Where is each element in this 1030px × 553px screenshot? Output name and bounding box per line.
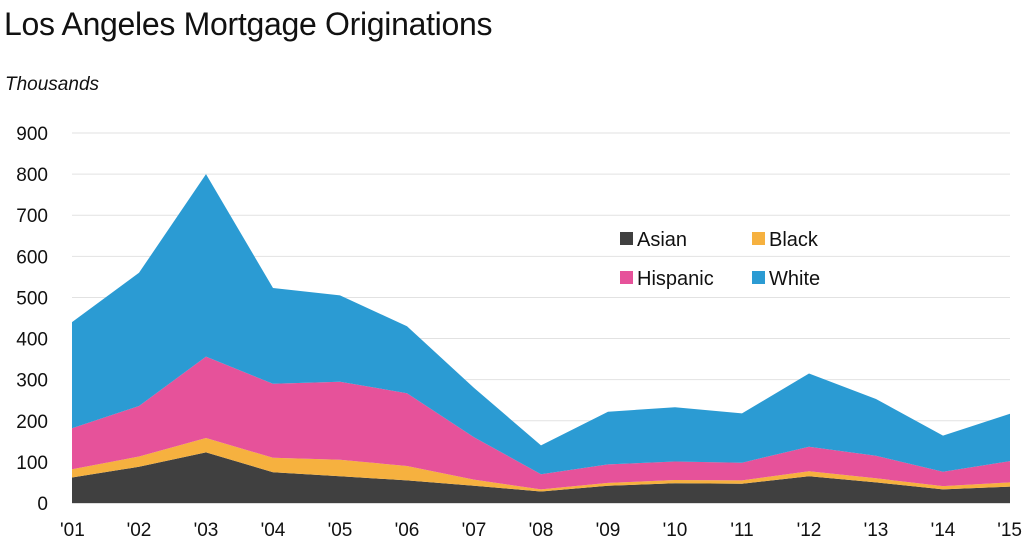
y-axis-unit-label: Thousands [5,74,100,95]
area-white [72,174,1010,475]
y-tick-label: 300 [16,371,48,392]
x-tick-label: '07 [462,520,487,541]
y-axis-ticks: 0 100 200 300 400 500 600 700 800 900 [16,124,48,515]
x-tick-label: '13 [864,520,889,541]
legend-swatch [620,232,633,245]
x-tick-label: '06 [395,520,420,541]
legend: Asian Black Hispanic White [620,229,820,290]
legend-item-asian: Asian [620,229,687,251]
x-tick-label: '02 [127,520,152,541]
y-tick-label: 100 [16,453,48,474]
x-tick-label: '15 [997,520,1022,541]
y-tick-label: 400 [16,330,48,351]
area-series [72,174,1010,503]
legend-swatch [752,271,765,284]
y-tick-label: 800 [16,165,48,186]
y-tick-label: 200 [16,412,48,433]
x-tick-label: '04 [261,520,286,541]
y-tick-label: 700 [16,206,48,227]
legend-label: Black [769,229,819,251]
x-tick-label: '12 [797,520,822,541]
x-tick-label: '10 [663,520,688,541]
area-hispanic [72,356,1010,490]
x-tick-label: '05 [328,520,353,541]
x-tick-label: '14 [931,520,956,541]
legend-item-white: White [752,268,820,290]
area-black [72,438,1010,492]
x-tick-label: '08 [529,520,554,541]
x-tick-label: '01 [60,520,85,541]
legend-swatch [620,271,633,284]
x-tick-label: '03 [194,520,219,541]
x-axis-ticks: '01 '02 '03 '04 '05 '06 '07 '08 '09 '10 '11 '12 '13 '… [60,520,1022,541]
legend-label: Hispanic [637,268,714,290]
y-tick-label: 500 [16,288,48,309]
legend-item-black: Black [752,229,819,251]
y-tick-label: 600 [16,247,48,268]
y-tick-label: 0 [37,494,48,515]
chart-title: Los Angeles Mortgage Originations [4,6,493,42]
legend-item-hispanic: Hispanic [620,268,714,290]
area-asian [72,452,1010,503]
legend-label: White [769,268,820,290]
x-tick-label: '09 [596,520,621,541]
legend-swatch [752,232,765,245]
legend-label: Asian [637,229,687,251]
x-tick-label: '11 [730,520,753,541]
y-tick-label: 900 [16,124,48,145]
